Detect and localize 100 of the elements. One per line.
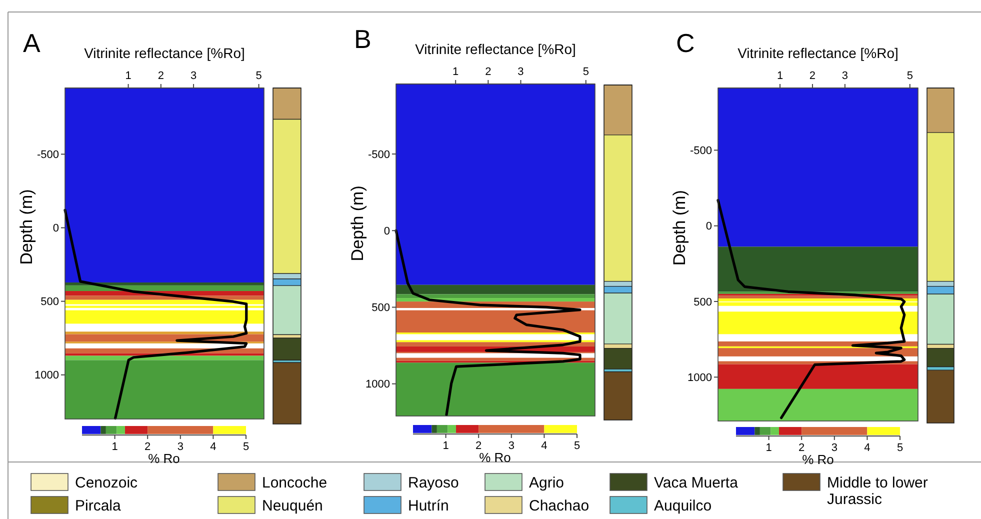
bar <box>802 427 868 435</box>
x-tick-label: 1 <box>776 70 784 82</box>
legend-label: Cenozoic <box>75 474 138 492</box>
bar <box>778 427 802 435</box>
bar <box>436 425 448 433</box>
y-tick-label: -500 <box>690 145 712 158</box>
x-tick-label: 3 <box>518 66 524 78</box>
y-tick-label: 500 <box>40 296 59 308</box>
bar <box>100 426 106 434</box>
chart-title: A <box>23 28 41 58</box>
x-tick-label: 5 <box>906 70 913 82</box>
bar <box>432 425 437 433</box>
x-tick-label: 4 <box>541 440 548 452</box>
x-tick-label: 5 <box>256 70 262 82</box>
legend-label: Neuquén <box>262 497 323 514</box>
x-tick-label: 1 <box>125 70 132 82</box>
x-tick-label: 5 <box>896 442 904 454</box>
x-tick-label: 5 <box>574 440 580 452</box>
x-tick-label: 3 <box>508 440 514 452</box>
x-tick-label: 4 <box>210 441 216 453</box>
y-axis-title: Depth (m) <box>670 190 689 266</box>
line-series <box>716 198 906 420</box>
legend-label: Loncoche <box>262 474 328 492</box>
x-tick-label: 3 <box>831 442 838 454</box>
bar <box>760 427 771 435</box>
legend-label: Hutrín <box>408 497 449 514</box>
bar <box>927 348 954 367</box>
bar <box>604 85 632 135</box>
y-tick-label: 1000 <box>34 370 59 382</box>
x-tick-label: 1 <box>442 440 449 452</box>
x-tick-label: 3 <box>177 441 184 453</box>
bar <box>927 370 954 423</box>
legend-label: Middle to lower Jurassic <box>827 474 928 508</box>
y-tick-label: 0 <box>706 220 712 233</box>
x-axis-title: % Ro <box>148 451 180 466</box>
x-tick-label: 3 <box>842 70 848 82</box>
y-tick-label: -500 <box>368 148 390 161</box>
bar <box>413 425 432 433</box>
bar <box>124 426 148 434</box>
x-tick-label: 1 <box>112 441 118 453</box>
bar <box>82 426 101 434</box>
x-tick-label: 5 <box>242 441 250 453</box>
legend-label: Vaca Muerta <box>654 474 739 492</box>
bar <box>604 348 632 370</box>
bar <box>604 372 632 420</box>
bar <box>770 427 779 435</box>
bar <box>106 426 117 434</box>
x-axis-title: Vitrinite reflectance [%Ro] <box>738 45 898 61</box>
y-tick-label: 1000 <box>366 378 390 391</box>
line-series <box>394 229 582 416</box>
x-tick-label: 2 <box>158 70 164 82</box>
bar <box>448 425 456 433</box>
chart-title: C <box>676 28 695 58</box>
x-tick-label: 1 <box>766 442 772 454</box>
bar <box>148 426 214 434</box>
bar <box>456 425 479 433</box>
bar <box>604 293 632 344</box>
bar <box>116 426 125 434</box>
bar <box>927 132 954 282</box>
bar <box>213 426 246 434</box>
x-axis-title: % Ro <box>479 450 511 465</box>
x-tick-label: 3 <box>190 70 197 82</box>
legend-label: Agrio <box>529 474 564 492</box>
y-tick-label: -500 <box>36 149 59 162</box>
x-tick-label: 2 <box>809 70 816 82</box>
legend-label: Chachao <box>529 497 590 514</box>
bar <box>273 362 301 424</box>
bar <box>273 88 301 120</box>
y-tick-label: 500 <box>694 296 712 308</box>
y-axis-title: Depth (m) <box>348 186 367 262</box>
bar <box>544 425 577 433</box>
line-series <box>64 208 248 420</box>
legend-label: Rayoso <box>408 474 459 492</box>
bar <box>604 134 632 282</box>
x-tick-label: 1 <box>452 66 459 78</box>
x-axis-title: Vitrinite reflectance [%Ro] <box>84 45 245 61</box>
bar <box>927 294 954 344</box>
y-axis-title: Depth (m) <box>17 189 36 265</box>
bar <box>927 88 954 133</box>
legend-label: Auquilco <box>654 497 712 514</box>
y-tick-label: 1000 <box>688 372 712 384</box>
bar <box>273 119 301 274</box>
legend-label: Pircala <box>75 497 122 514</box>
y-tick-label: 0 <box>384 225 390 238</box>
x-tick-label: 2 <box>485 66 492 78</box>
bar <box>754 427 760 435</box>
bar <box>273 286 301 335</box>
bar <box>867 427 900 435</box>
x-axis-title: % Ro <box>802 452 834 467</box>
bar <box>736 427 755 435</box>
x-tick-label: 2 <box>144 441 151 453</box>
bar <box>273 338 301 360</box>
x-tick-label: 4 <box>864 442 870 454</box>
chart-title: B <box>354 24 372 54</box>
bar <box>478 425 544 433</box>
y-tick-label: 0 <box>52 222 59 235</box>
x-tick-label: 2 <box>476 440 482 452</box>
y-tick-label: 500 <box>372 302 390 314</box>
x-axis-title: Vitrinite reflectance [%Ro] <box>415 41 576 57</box>
x-tick-label: 2 <box>798 442 805 454</box>
